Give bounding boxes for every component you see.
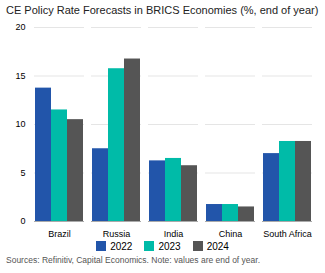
svg-text:India: India (164, 229, 184, 239)
html-text:Sources: Refinitiv, Capital Ec: Sources: Refinitiv, Capital Economics. N… (6, 255, 260, 265)
svg-text:20: 20 (15, 22, 25, 32)
svg-text:South Africa: South Africa (263, 229, 312, 239)
html-text:2023: 2023 (158, 241, 181, 252)
svg-text:15: 15 (15, 71, 25, 81)
html-text:2022: 2022 (110, 241, 133, 252)
html-text:CE Policy Rate Forecasts in BR: CE Policy Rate Forecasts in BRICS Econom… (6, 4, 319, 16)
svg-text:China: China (219, 229, 243, 239)
svg-text:0: 0 (20, 216, 25, 226)
svg-text:5: 5 (20, 168, 25, 178)
svg-text:10: 10 (15, 119, 25, 129)
svg-text:Russia: Russia (103, 229, 131, 239)
svg-text:Brazil: Brazil (48, 229, 71, 239)
html-text:2024: 2024 (206, 241, 229, 252)
